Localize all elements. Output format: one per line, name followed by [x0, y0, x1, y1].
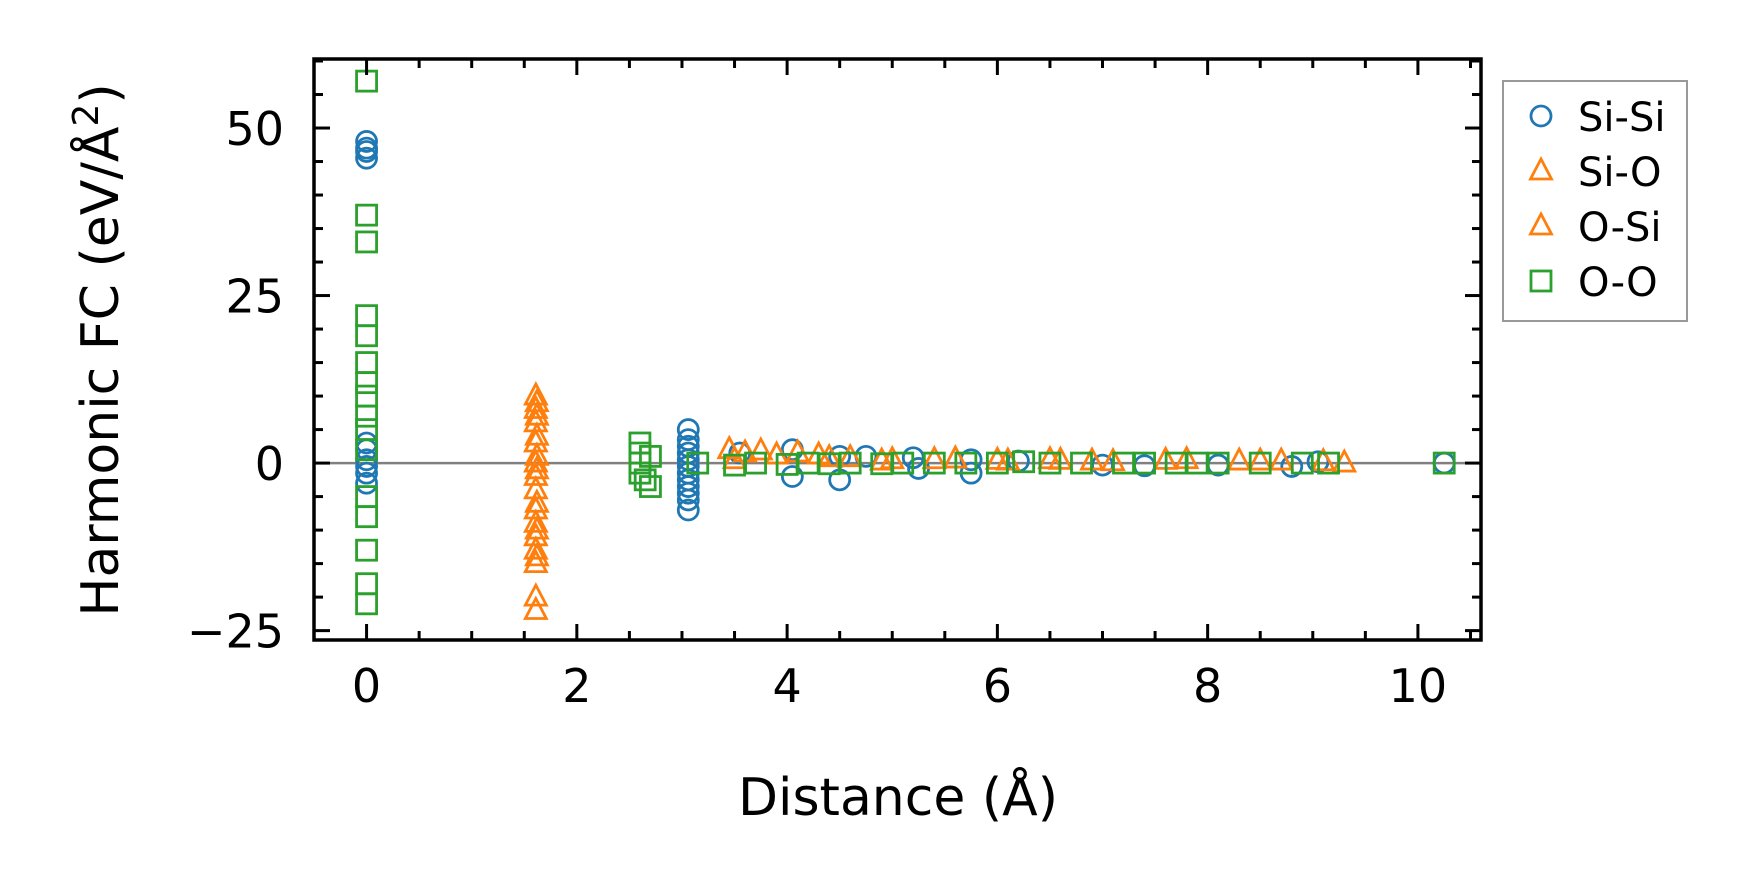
- data-point-o-o: [1432, 451, 1456, 475]
- data-point-si-si: [355, 140, 378, 163]
- data-point-si-si: [355, 130, 378, 153]
- data-point-si-si: [676, 418, 700, 441]
- legend-marker-o-o-icon: [1529, 269, 1553, 293]
- data-point-o-o: [355, 384, 378, 408]
- data-point-o-o: [744, 451, 767, 475]
- legend-label: Si-Si: [1578, 95, 1665, 141]
- data-point-si-o: [523, 595, 549, 620]
- data-point-o-o: [355, 505, 378, 529]
- data-point-o-o: [985, 451, 1009, 475]
- data-point-o-si: [1247, 446, 1274, 471]
- data-point-o-o: [954, 451, 978, 475]
- data-point-si-si: [676, 475, 700, 498]
- data-point-o-si: [721, 444, 748, 470]
- data-point-o-o: [639, 475, 662, 498]
- y-tick-label: 0: [255, 437, 284, 491]
- data-point-o-o: [1290, 451, 1314, 475]
- data-point-si-o: [984, 445, 1011, 470]
- data-point-o-o: [633, 468, 657, 492]
- axes: 0 2 4 6 8 10 −25 0 25 50: [187, 57, 1483, 713]
- data-point-si-si: [355, 455, 378, 478]
- data-point-o-si: [868, 446, 895, 471]
- data-point-si-si: [676, 488, 700, 512]
- data-point-o-o: [355, 592, 378, 616]
- data-point-si-o: [523, 448, 549, 473]
- y-axis-label-main: Harmonic FC (eV/Å: [69, 126, 131, 617]
- data-point-o-o: [1248, 451, 1272, 475]
- data-point-si-o: [1268, 446, 1295, 471]
- data-point-o-si: [524, 541, 550, 567]
- y-axis-label: Harmonic FC (eV/Å2): [66, 83, 131, 616]
- data-point-o-o: [355, 404, 378, 428]
- legend-marker-o-si-icon: [1528, 210, 1554, 236]
- data-point-si-o: [748, 436, 774, 461]
- data-point-o-si: [816, 442, 842, 468]
- data-point-si-si: [780, 465, 804, 488]
- data-point-o-si: [524, 488, 550, 513]
- data-point-o-o: [1038, 451, 1062, 475]
- data-point-o-o: [355, 371, 378, 395]
- legend-marker-si-si-icon: [1529, 104, 1553, 128]
- data-point-si-o: [523, 535, 549, 560]
- data-point-o-o: [891, 451, 915, 475]
- x-tick-label: 4: [772, 659, 801, 713]
- data-point-si-o: [1226, 446, 1253, 471]
- y-tick-label: 25: [225, 270, 284, 324]
- data-point-o-o: [1012, 450, 1036, 474]
- x-tick-label: 2: [562, 659, 591, 713]
- data-point-o-si: [524, 454, 550, 480]
- y-tick-label: −25: [187, 605, 284, 659]
- y-axis-label-sup: 2: [66, 104, 107, 127]
- data-marks: [314, 69, 1481, 620]
- x-tick-label: 0: [352, 659, 381, 713]
- legend-label: O-Si: [1578, 205, 1662, 251]
- data-point-si-si: [676, 481, 700, 505]
- y-axis-label-end: ): [71, 83, 131, 103]
- data-point-o-o: [639, 444, 662, 468]
- legend-marker-si-o-icon: [1528, 155, 1554, 181]
- plot-frame: [312, 57, 1483, 642]
- data-point-si-o: [523, 461, 549, 486]
- data-point-si-si: [676, 498, 700, 522]
- data-point-si-si: [355, 461, 378, 485]
- data-point-o-o: [1317, 451, 1340, 475]
- legend: Si-Si Si-O O-Si O-O: [1502, 80, 1688, 322]
- data-point-o-o: [355, 538, 378, 562]
- data-point-o-o: [838, 451, 862, 475]
- data-point-si-o: [523, 394, 549, 419]
- legend-label: O-O: [1578, 260, 1658, 306]
- data-point-si-o: [523, 508, 549, 533]
- data-point-o-si: [524, 515, 550, 540]
- data-point-si-si: [355, 471, 378, 495]
- x-tick-label: 6: [983, 659, 1012, 713]
- data-point-o-si: [524, 441, 550, 466]
- data-point-o-o: [355, 438, 378, 462]
- data-point-o-o: [355, 324, 378, 348]
- data-point-o-si: [524, 387, 550, 413]
- data-point-o-o: [1133, 451, 1156, 475]
- x-axis-label: Distance (Å): [738, 766, 1058, 828]
- legend-label: Si-O: [1578, 150, 1662, 196]
- data-point-si-o: [1037, 444, 1063, 470]
- y-tick-label: 50: [225, 102, 284, 156]
- data-point-o-o: [355, 304, 378, 328]
- data-point-si-si: [355, 146, 378, 170]
- data-point-si-o: [523, 582, 549, 607]
- data-point-si-o: [523, 548, 549, 574]
- x-tick-label: 10: [1389, 659, 1448, 713]
- x-tick-label: 8: [1193, 659, 1222, 713]
- data-point-o-o: [355, 203, 378, 227]
- data-point-si-o: [837, 442, 864, 468]
- data-point-o-o: [1070, 451, 1093, 475]
- data-point-o-si: [921, 444, 948, 470]
- data-point-o-o: [686, 451, 710, 475]
- data-point-o-o: [355, 230, 378, 254]
- data-point-o-o: [355, 572, 378, 596]
- data-point-o-o: [355, 351, 378, 374]
- data-point-o-o: [1206, 451, 1230, 475]
- data-point-o-o: [922, 451, 946, 475]
